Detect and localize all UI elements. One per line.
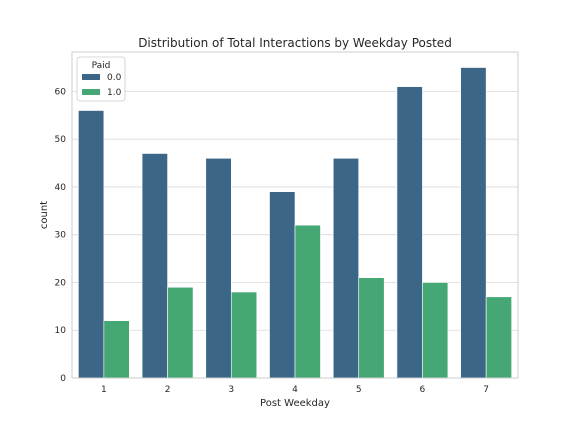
x-tick-label: 1 — [101, 385, 107, 395]
legend-label-series-0: 0.0 — [107, 73, 122, 83]
y-tick-label: 0 — [60, 374, 66, 384]
bar-4-series-0 — [269, 191, 296, 379]
x-axis-label: Post Weekday — [260, 398, 330, 409]
x-tick-label: 5 — [356, 385, 362, 395]
y-tick-label: 50 — [55, 135, 67, 145]
bar-6-series-0 — [396, 86, 423, 379]
bar-1-series-1 — [103, 320, 130, 379]
legend-swatch-series-0 — [82, 74, 100, 80]
legend: Paid 0.0 1.0 — [76, 56, 126, 102]
bar-3-series-0 — [205, 157, 232, 379]
x-tick-label: 6 — [420, 385, 426, 395]
x-tick-label: 7 — [483, 385, 489, 395]
bar-5-series-1 — [358, 277, 385, 379]
legend-swatch-series-1 — [82, 89, 100, 95]
bar-5-series-0 — [332, 157, 360, 379]
bar-3-series-1 — [230, 291, 258, 379]
y-tick-label: 10 — [55, 326, 67, 336]
bar-7-series-0 — [460, 67, 487, 379]
y-axis-label: count — [39, 201, 50, 229]
bar-1-series-0 — [78, 110, 105, 379]
y-tick-label: 60 — [55, 87, 67, 97]
x-tick-labels: 1 2 3 4 5 6 7 — [101, 385, 489, 395]
y-tick-labels: 0 10 20 30 40 50 60 — [55, 87, 67, 384]
bar-4-series-1 — [294, 224, 321, 379]
bars — [78, 67, 512, 379]
x-tick-label: 3 — [228, 385, 234, 395]
x-tick-label: 4 — [292, 385, 298, 395]
plot-frame — [71, 51, 519, 379]
y-tick-label: 40 — [55, 183, 67, 193]
bar-7-series-1 — [485, 296, 512, 379]
bar-2-series-1 — [167, 286, 194, 379]
legend-title: Paid — [92, 61, 111, 71]
x-tick-label: 2 — [165, 385, 171, 395]
y-tick-label: 20 — [55, 278, 67, 288]
bar-6-series-1 — [422, 282, 449, 379]
bar-2-series-0 — [141, 153, 168, 379]
chart-title: Distribution of Total Interactions by We… — [138, 36, 452, 50]
y-tick-label: 30 — [55, 231, 67, 241]
legend-label-series-1: 1.0 — [107, 88, 122, 98]
